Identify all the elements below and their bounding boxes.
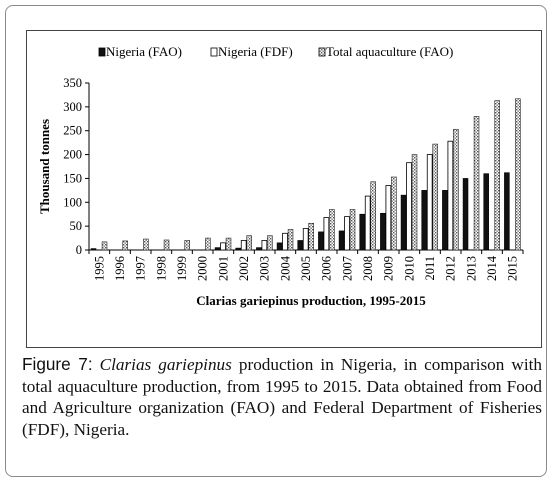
bar-total-aquaculture-fao — [246, 235, 252, 251]
bar-nigeria-fao — [462, 178, 469, 251]
x-tick-label: 2007 — [340, 256, 354, 281]
bar-nigeria-fao — [359, 213, 365, 251]
caption-label: Figure 7: — [22, 354, 93, 374]
x-tick-label: 2008 — [361, 256, 375, 281]
y-tick-label: 250 — [63, 124, 82, 138]
legend-swatch — [210, 47, 218, 57]
bar-total-aquaculture-fao — [308, 222, 314, 251]
chart-panel: 0 50 100 150 200 250 300 350 1995 1996 1997 1998 199… — [26, 30, 542, 348]
legend-label: Nigeria (FAO) — [106, 44, 182, 59]
bar-nigeria-fdf — [344, 216, 350, 251]
bar-total-aquaculture-fao — [453, 128, 459, 251]
bar-total-aquaculture-fao — [515, 98, 521, 251]
y-axis-label: Thousand tonnes — [37, 119, 52, 214]
caption-species: Clarias gariepinus — [99, 355, 232, 374]
x-tick-label: 2000 — [196, 256, 210, 281]
bar-total-aquaculture-fao — [122, 240, 128, 251]
y-tick-label: 350 — [63, 76, 82, 90]
y-tick-label: 50 — [70, 219, 83, 233]
bar-nigeria-fdf — [426, 154, 433, 251]
y-tick-label: 200 — [63, 148, 82, 162]
x-tick-label: 2003 — [258, 256, 272, 281]
x-tick-label: 1996 — [113, 256, 127, 281]
bar-nigeria-fdf — [447, 140, 454, 251]
bar-nigeria-fdf — [302, 228, 309, 251]
bar-total-aquaculture-fao — [163, 239, 170, 251]
x-tick-label: 2014 — [485, 255, 499, 281]
x-tick-label: 1997 — [134, 256, 148, 281]
bar-nigeria-fao — [380, 212, 386, 251]
x-tick-label: 2009 — [382, 256, 396, 281]
x-tick-label: 2015 — [506, 256, 520, 281]
bar-nigeria-fao — [318, 231, 324, 251]
bar-nigeria-fdf — [240, 240, 247, 251]
bar-total-aquaculture-fao — [287, 229, 294, 251]
bar-total-aquaculture-fao — [205, 237, 211, 251]
x-tick-label: 1998 — [154, 256, 168, 281]
bar-nigeria-fdf — [385, 185, 392, 251]
bar-nigeria-fdf — [261, 240, 268, 251]
x-tick-label: 2002 — [237, 256, 251, 281]
bar-total-aquaculture-fao — [329, 209, 335, 251]
x-tick-label: 2012 — [444, 256, 458, 281]
bar-total-aquaculture-fao — [225, 237, 232, 251]
bar-total-aquaculture-fao — [184, 240, 190, 251]
bar-nigeria-fao — [504, 172, 510, 251]
bar-total-aquaculture-fao — [391, 176, 397, 251]
caption-text: production in Nigeria, in comparison wit… — [22, 355, 542, 439]
bar-nigeria-fao — [235, 247, 241, 251]
x-tick-label: 2001 — [216, 256, 230, 281]
legend-label: Nigeria (FDF) — [218, 44, 293, 59]
legend-swatch — [318, 47, 326, 57]
figure-caption: Figure 7: Clarias gariepinus production … — [22, 354, 542, 440]
bar-total-aquaculture-fao — [370, 181, 376, 251]
y-tick-label: 0 — [76, 243, 82, 257]
bar-nigeria-fdf — [323, 217, 330, 251]
x-tick-label: 1999 — [175, 256, 189, 281]
bar-nigeria-fdf — [406, 162, 412, 251]
bar-nigeria-fao — [442, 190, 448, 251]
y-tick-label: 300 — [63, 100, 82, 114]
x-tick-label: 2011 — [423, 256, 437, 281]
legend-label: Total aquaculture (FAO) — [326, 44, 453, 59]
x-tick-label: 2005 — [299, 256, 313, 281]
bar-total-aquaculture-fao — [101, 241, 108, 251]
x-tick-label: 1995 — [92, 256, 106, 281]
x-axis-label: Clarias gariepinus production, 1995-2015 — [196, 293, 426, 308]
legend-swatch — [98, 47, 106, 57]
figure-frame: 0 50 100 150 200 250 300 350 1995 1996 1997 1998 199… — [5, 5, 547, 477]
bar-nigeria-fdf — [282, 232, 288, 251]
bar-nigeria-fao — [297, 240, 303, 251]
bar-chart: 0 50 100 150 200 250 300 350 1995 1996 1997 1998 199… — [37, 44, 524, 308]
bar-nigeria-fao — [400, 194, 407, 251]
bar-total-aquaculture-fao — [267, 235, 273, 251]
bar-nigeria-fao — [338, 230, 345, 251]
bar-nigeria-fao — [421, 190, 427, 251]
x-tick-label: 2013 — [464, 256, 478, 281]
y-tick-label: 150 — [63, 171, 82, 185]
bar-total-aquaculture-fao — [473, 116, 480, 251]
bar-total-aquaculture-fao — [494, 100, 500, 251]
bar-nigeria-fao — [90, 248, 97, 251]
bar-nigeria-fao — [276, 242, 283, 251]
bar-nigeria-fao — [483, 173, 489, 251]
bar-nigeria-fdf — [220, 242, 226, 251]
y-tick-label: 100 — [63, 195, 82, 209]
bar-total-aquaculture-fao — [349, 209, 356, 251]
bar-total-aquaculture-fao — [432, 143, 438, 251]
bar-total-aquaculture-fao — [143, 238, 149, 251]
x-tick-label: 2004 — [278, 255, 292, 281]
bar-total-aquaculture-fao — [411, 154, 418, 251]
bar-nigeria-fao — [256, 247, 262, 251]
bar-nigeria-fao — [214, 247, 221, 251]
x-tick-label: 2006 — [320, 256, 334, 281]
bar-nigeria-fdf — [364, 195, 371, 251]
x-tick-label: 2010 — [402, 256, 416, 281]
